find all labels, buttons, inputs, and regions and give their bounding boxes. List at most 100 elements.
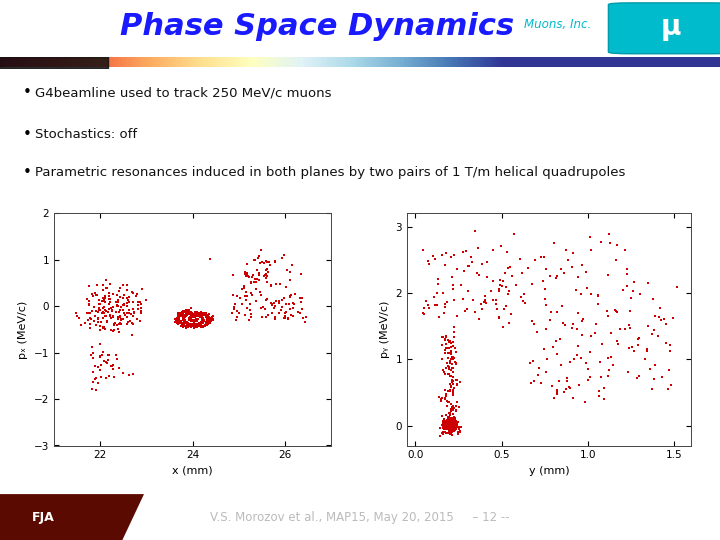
Point xyxy=(552,308,563,316)
Point xyxy=(92,318,104,326)
Point xyxy=(446,415,457,424)
Point xyxy=(114,293,126,301)
Point xyxy=(442,413,454,421)
Point xyxy=(184,315,196,323)
Point xyxy=(185,313,197,321)
Point xyxy=(178,315,189,323)
Point xyxy=(185,315,197,323)
Point xyxy=(184,314,195,322)
Point xyxy=(288,300,300,308)
Point xyxy=(445,425,456,434)
Point xyxy=(192,315,203,324)
Point xyxy=(191,315,202,323)
Point xyxy=(189,316,200,325)
Point xyxy=(187,316,199,325)
Point xyxy=(430,255,441,264)
Point xyxy=(201,319,212,328)
Point xyxy=(276,302,287,311)
Point xyxy=(546,382,557,390)
Point xyxy=(239,311,251,320)
Point xyxy=(185,316,197,325)
Point xyxy=(97,324,109,333)
Point xyxy=(191,316,202,325)
Point xyxy=(189,312,200,320)
Point xyxy=(176,309,188,318)
Point xyxy=(192,312,203,320)
Point xyxy=(178,313,189,322)
Point xyxy=(178,316,189,325)
Point xyxy=(178,320,189,329)
Point xyxy=(170,316,181,325)
Point xyxy=(191,319,202,328)
Point xyxy=(173,310,184,319)
Point xyxy=(273,299,284,307)
Point xyxy=(88,292,99,300)
Point xyxy=(191,320,202,329)
Point xyxy=(572,350,583,359)
Point xyxy=(445,426,456,434)
Point xyxy=(192,321,204,329)
Point xyxy=(185,312,197,321)
Point xyxy=(97,286,109,294)
Point xyxy=(189,322,200,330)
Point xyxy=(119,301,130,310)
Point xyxy=(444,422,456,430)
Point xyxy=(592,292,603,300)
Point xyxy=(197,314,208,322)
Point xyxy=(193,319,204,328)
Point xyxy=(130,292,142,301)
Point xyxy=(178,315,189,324)
Point xyxy=(447,424,459,433)
Point xyxy=(98,357,109,366)
Point xyxy=(231,292,243,300)
Point xyxy=(624,324,636,333)
Point xyxy=(187,312,199,320)
Point xyxy=(131,314,143,323)
Point xyxy=(178,316,189,325)
Point xyxy=(641,347,652,355)
Point xyxy=(84,308,95,317)
Point xyxy=(120,311,131,320)
Point xyxy=(444,369,455,378)
Point xyxy=(177,307,189,315)
Point xyxy=(197,316,208,325)
Point xyxy=(98,304,109,313)
Point xyxy=(179,317,191,326)
Point xyxy=(593,387,605,395)
Point xyxy=(444,420,456,428)
Point xyxy=(140,296,152,305)
Point xyxy=(180,309,192,318)
Point xyxy=(192,312,203,320)
Point xyxy=(457,295,469,303)
Point xyxy=(266,308,278,317)
Point xyxy=(184,313,196,322)
Point xyxy=(447,386,459,394)
Point xyxy=(189,316,200,325)
Point xyxy=(178,315,189,323)
Point xyxy=(179,317,190,326)
Point xyxy=(438,422,449,431)
Point xyxy=(204,319,216,327)
Point xyxy=(192,316,203,325)
Point xyxy=(191,315,202,323)
Point xyxy=(533,364,544,373)
Point xyxy=(193,309,204,318)
Point xyxy=(440,420,451,428)
Point xyxy=(446,417,457,426)
Point xyxy=(189,311,201,320)
Point xyxy=(180,310,192,319)
Point xyxy=(186,317,198,326)
Point xyxy=(178,320,189,328)
Point xyxy=(469,308,481,316)
Point xyxy=(664,366,675,374)
Point xyxy=(184,320,196,329)
Point xyxy=(195,323,207,332)
Point xyxy=(447,342,459,350)
Point xyxy=(185,316,197,325)
Point xyxy=(191,316,202,325)
Point xyxy=(197,313,208,322)
Point xyxy=(541,325,552,334)
Point xyxy=(86,343,97,352)
Point xyxy=(439,421,451,429)
Point xyxy=(439,345,451,354)
